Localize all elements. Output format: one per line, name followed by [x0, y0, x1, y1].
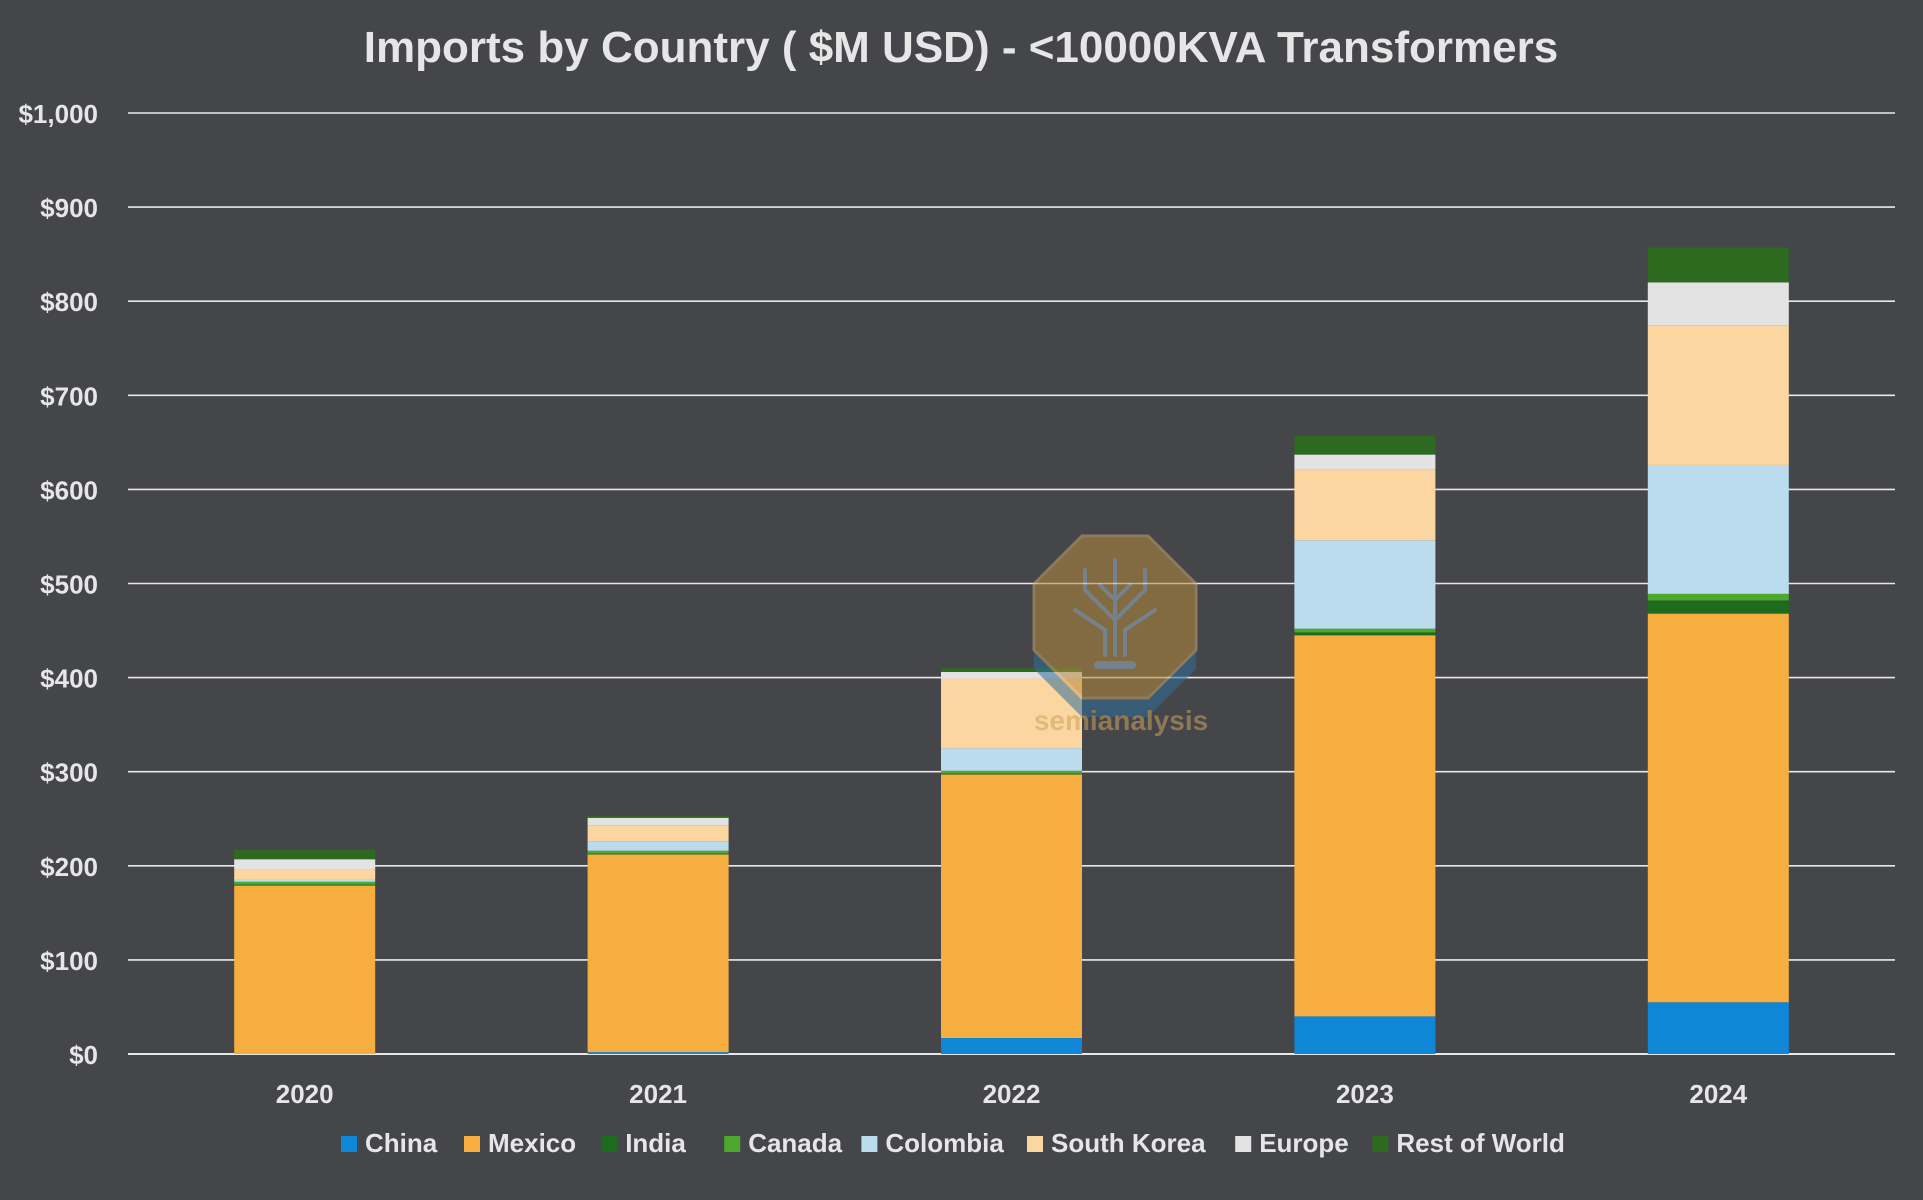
bar-segment-canada-2022	[941, 770, 1082, 774]
watermark-logo: semianalysis	[1032, 534, 1208, 736]
y-tick-label: $1,000	[18, 99, 98, 129]
legend-label: Colombia	[885, 1128, 1004, 1158]
bar-segment-canada-2020	[234, 881, 376, 885]
watermark-text: semianalysis	[1034, 705, 1208, 736]
bar-segment-colombia-2020	[234, 879, 376, 882]
bar-segment-south-korea-2020	[234, 869, 376, 880]
y-tick-label: $700	[40, 381, 98, 411]
bar-segment-canada-2023	[1294, 628, 1436, 633]
legend-swatch	[601, 1136, 618, 1152]
bar-segment-india-2023	[1294, 632, 1436, 636]
legend-item-india: India	[601, 1128, 686, 1158]
bar-segment-india-2020	[234, 884, 376, 886]
bar-segment-europe-2024	[1647, 282, 1789, 326]
y-tick-label: $100	[40, 946, 98, 976]
legend-item-south-korea: South Korea	[1027, 1128, 1206, 1158]
bar-segment-china-2023	[1294, 1016, 1436, 1054]
bar-segment-china-2021	[587, 1052, 729, 1054]
bar-segment-mexico-2023	[1294, 635, 1436, 1017]
bar-segment-colombia-2022	[941, 748, 1082, 771]
legend-label: Rest of World	[1396, 1128, 1565, 1158]
legend-swatch	[1027, 1136, 1043, 1152]
bar-segment-colombia-2023	[1294, 540, 1436, 629]
y-tick-label: $300	[40, 758, 98, 788]
y-tick-label: $200	[40, 852, 98, 882]
bar-segment-mexico-2020	[234, 885, 376, 1054]
y-tick-label: $900	[40, 193, 98, 223]
bar-segment-colombia-2024	[1647, 464, 1789, 594]
y-tick-label: $600	[40, 475, 98, 505]
legend: China Mexico India Canada Colombia South Kore…	[341, 1128, 1565, 1158]
bar-segment-china-2022	[941, 1038, 1082, 1054]
bar-segment-rest-of-world-2024	[1647, 247, 1789, 283]
watermark-tree-icon	[1073, 558, 1157, 669]
bar-segment-china-2024	[1647, 1002, 1789, 1054]
y-tick-label: $400	[40, 664, 98, 694]
legend-swatch	[464, 1136, 480, 1152]
bar-segment-mexico-2021	[587, 854, 729, 1053]
legend-swatch	[1235, 1136, 1252, 1152]
legend-item-rest-of-world: Rest of World	[1372, 1128, 1565, 1158]
legend-item-canada: Canada	[724, 1128, 843, 1158]
bar-segment-south-korea-2021	[587, 825, 729, 842]
bar-segment-rest-of-world-2020	[234, 849, 376, 860]
bar-segment-india-2021	[587, 853, 729, 855]
chart-title: Imports by Country ( $M USD) - <10000KVA…	[364, 23, 1558, 72]
bar-segment-europe-2023	[1294, 454, 1436, 470]
bar-segment-mexico-2024	[1647, 613, 1789, 1003]
legend-swatch	[861, 1136, 878, 1152]
y-tick-label: $500	[40, 570, 98, 600]
legend-label: Canada	[748, 1128, 842, 1158]
bar-segment-south-korea-2024	[1647, 325, 1789, 465]
x-axis-ticks: 2020 2021 2022 2023 2024	[276, 1079, 1748, 1109]
bar-segment-colombia-2021	[587, 841, 729, 851]
legend-item-mexico: Mexico	[464, 1128, 576, 1158]
x-tick-label: 2024	[1689, 1079, 1747, 1109]
legend-label: Europe	[1259, 1128, 1349, 1158]
y-tick-label: $800	[40, 287, 98, 317]
bars	[234, 247, 1789, 1054]
legend-item-china: China	[341, 1128, 438, 1158]
bar-segment-rest-of-world-2021	[587, 815, 729, 818]
legend-swatch	[724, 1136, 741, 1152]
legend-swatch	[1372, 1136, 1389, 1152]
x-tick-label: 2021	[629, 1079, 687, 1109]
bar-segment-canada-2021	[587, 850, 729, 854]
x-tick-label: 2022	[983, 1079, 1041, 1109]
bar-segment-canada-2024	[1647, 593, 1789, 601]
legend-label: Mexico	[488, 1128, 576, 1158]
bar-segment-europe-2021	[587, 817, 729, 826]
bar-segment-mexico-2022	[941, 774, 1082, 1039]
bar-segment-rest-of-world-2022	[941, 668, 1082, 672]
legend-label: India	[625, 1128, 686, 1158]
legend-item-europe: Europe	[1235, 1128, 1349, 1158]
legend-item-colombia: Colombia	[861, 1128, 1004, 1158]
legend-swatch	[341, 1136, 357, 1152]
y-tick-label: $0	[69, 1040, 98, 1070]
bar-segment-europe-2022	[941, 671, 1082, 679]
y-axis-ticks: $0 $100 $200 $300 $400 $500 $600 $700 $800 $900 $1…	[18, 99, 98, 1070]
bar-segment-europe-2020	[234, 859, 376, 870]
bar-segment-rest-of-world-2023	[1294, 435, 1436, 455]
legend-label: China	[365, 1128, 438, 1158]
x-tick-label: 2020	[276, 1079, 334, 1109]
bar-segment-india-2022	[941, 773, 1082, 775]
x-tick-label: 2023	[1336, 1079, 1394, 1109]
bar-segment-india-2024	[1647, 600, 1789, 614]
bar-segment-south-korea-2023	[1294, 469, 1436, 541]
legend-label: South Korea	[1051, 1128, 1206, 1158]
